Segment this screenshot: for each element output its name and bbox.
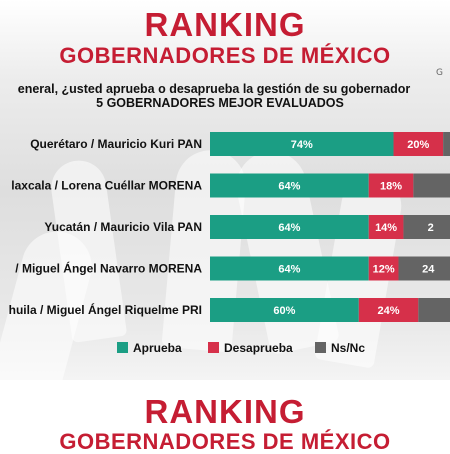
- bar-segment-desaprueba: [368, 173, 414, 198]
- legend-label: Aprueba: [133, 341, 182, 355]
- legend-label: Ns/Nc: [331, 341, 365, 355]
- legend-swatch: [117, 342, 128, 353]
- footer-subtitle: GOBERNADORES DE MÉXICO: [59, 429, 391, 454]
- divider: [0, 383, 450, 389]
- bar-segment-ns-nc: [403, 215, 450, 239]
- bar-segment-aprueba: [210, 173, 369, 198]
- bar-segment-aprueba: [210, 215, 369, 239]
- legend-swatch: [208, 342, 219, 353]
- bar-segment-ns-nc: [413, 173, 450, 198]
- data-label: 74%: [291, 139, 313, 151]
- data-label: 64%: [278, 222, 300, 234]
- data-label: 60%: [273, 305, 295, 317]
- bar-segment-ns-nc: [443, 132, 450, 156]
- bar-segment-aprueba: [210, 132, 394, 156]
- data-label: 64%: [278, 181, 300, 193]
- main-subtitle: GOBERNADORES DE MÉXICO: [59, 43, 391, 68]
- chart-subtitle: 5 GOBERNADORES MEJOR EVALUADOS: [96, 96, 344, 110]
- data-label: 20%: [407, 139, 429, 151]
- bar-segment-desaprueba: [358, 298, 419, 322]
- category-label: Querétaro / Mauricio Kuri PAN: [30, 137, 202, 151]
- bar-segment-aprueba: [210, 256, 369, 281]
- data-label: 64%: [278, 264, 300, 276]
- brand-mark: G: [436, 68, 445, 78]
- data-label: 14%: [375, 222, 397, 234]
- main-title: RANKING: [144, 6, 306, 43]
- legend-swatch: [315, 342, 326, 353]
- category-label: Yucatán / Mauricio Vila PAN: [44, 220, 202, 234]
- bar-segment-desaprueba: [393, 132, 444, 156]
- bar-segment-desaprueba: [368, 256, 399, 281]
- data-label: 24%: [378, 305, 400, 317]
- legend-label: Desaprueba: [224, 341, 293, 355]
- data-label: 12%: [373, 264, 395, 276]
- data-label: 2: [428, 222, 434, 234]
- category-label: laxcala / Lorena Cuéllar MORENA: [11, 179, 202, 193]
- footer-title: RANKING: [144, 393, 306, 430]
- bar-segment-ns-nc: [398, 256, 450, 281]
- category-label: huila / Miguel Ángel Riquelme PRI: [9, 302, 202, 317]
- data-label: 18%: [380, 181, 402, 193]
- category-label: / Miguel Ángel Navarro MORENA: [15, 261, 202, 276]
- bar-segment-ns-nc: [418, 298, 450, 322]
- bar-segment-aprueba: [210, 298, 359, 322]
- stacked-bar-chart: Querétaro / Mauricio Kuri PAN 74% 20% laxca…: [9, 132, 450, 355]
- bar-segment-desaprueba: [368, 215, 404, 239]
- data-label: 24: [422, 264, 435, 276]
- survey-question: eneral, ¿usted aprueba o desaprueba la g…: [17, 82, 411, 96]
